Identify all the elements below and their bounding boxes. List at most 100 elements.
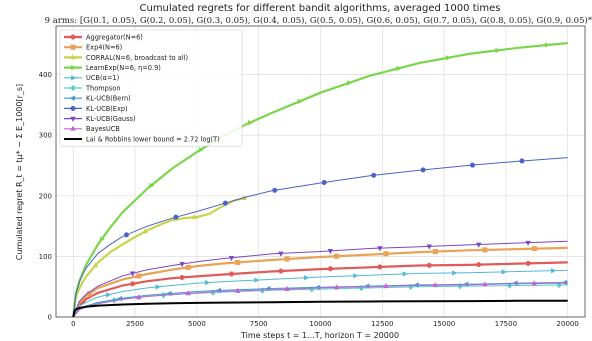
series-marker	[327, 249, 334, 255]
series-line	[72, 240, 568, 318]
series-marker	[501, 269, 507, 275]
legend-label: KL-UCB(Bern)	[86, 95, 131, 103]
x-axis-label: Time steps t = 1...T, horizon T = 20000	[240, 331, 399, 340]
series-marker	[179, 262, 185, 268]
plot-area-frame	[55, 25, 586, 318]
x-tick-label: 7500	[250, 320, 268, 328]
series-marker	[136, 273, 142, 279]
legend-item: Thompson	[64, 84, 121, 92]
axis-ticks: 0 2500 5000 7500 10000 12500 15000 17500 20000 0 1…	[39, 71, 579, 328]
series-marker	[179, 274, 185, 281]
legend-label: CORRAL(N=6, broadcast to all)	[86, 54, 188, 62]
series-7	[72, 157, 568, 318]
series-marker	[185, 290, 192, 296]
legend-label: LearnExp(N=6, η=0.9)	[86, 64, 161, 72]
series-marker	[334, 253, 340, 259]
legend-label: Exp4(N=6)	[86, 44, 122, 52]
legend-item: Aggregator(N=6)	[64, 33, 143, 41]
series-line	[72, 41, 568, 318]
series-line	[72, 281, 568, 318]
series-marker	[185, 264, 191, 270]
series-marker	[476, 262, 482, 268]
series-marker	[99, 236, 106, 242]
series-marker	[482, 281, 488, 287]
x-tick-label: 5000	[188, 320, 206, 328]
series-marker	[377, 264, 383, 270]
series-marker	[512, 280, 518, 286]
y-tick-label: 0	[48, 314, 52, 322]
series-marker	[173, 214, 179, 220]
series-marker	[123, 232, 130, 238]
series-marker	[396, 65, 402, 72]
series-marker	[519, 158, 525, 164]
series-marker	[556, 281, 562, 289]
series-8	[72, 240, 568, 318]
series-marker	[353, 272, 359, 279]
series-marker	[248, 119, 254, 126]
legend-item: LearnExp(N=6, η=0.9)	[64, 64, 161, 72]
series-marker	[531, 246, 537, 252]
x-tick-label: 17500	[495, 320, 517, 328]
legend-label: Thompson	[85, 84, 121, 92]
series-marker	[551, 267, 557, 274]
series-marker	[69, 95, 75, 101]
legend-item: UCB(α=1)	[64, 74, 119, 82]
series-marker	[402, 271, 408, 277]
x-tick-label: 10000	[309, 320, 331, 328]
series-marker	[525, 260, 531, 266]
series-marker	[71, 64, 77, 71]
series-marker	[155, 284, 161, 290]
series-marker	[70, 116, 76, 122]
series-marker	[531, 280, 538, 286]
y-tick-label: 200	[39, 192, 52, 200]
series-line	[72, 157, 568, 318]
series-marker	[469, 162, 476, 168]
series-marker	[228, 271, 235, 277]
series-marker	[92, 261, 99, 268]
series-marker	[561, 279, 568, 286]
legend-label: Lai & Robbins lower bound = 2.72 log(T)	[86, 135, 220, 143]
series-marker	[495, 47, 501, 54]
series-marker	[297, 98, 303, 105]
series-marker	[228, 255, 235, 262]
series-marker	[426, 262, 432, 268]
series-marker	[445, 55, 452, 61]
legend-item: CORRAL(N=6, broadcast to all)	[64, 54, 188, 62]
series-marker	[149, 182, 155, 189]
series-line	[72, 284, 568, 318]
legend-label: KL-UCB(Exp)	[86, 105, 128, 113]
y-tick-label: 300	[39, 132, 52, 140]
series-marker	[235, 259, 241, 266]
series-marker	[254, 277, 260, 283]
series-marker	[321, 179, 327, 186]
series-marker	[198, 147, 204, 153]
series-marker	[426, 244, 433, 250]
series-marker	[462, 281, 469, 288]
chart-subtitle: 9 arms: [G(0.1, 0.05), G(0.2, 0.05), G(0…	[45, 15, 592, 26]
y-tick-label: 400	[39, 71, 52, 79]
legend: Aggregator(N=6) Exp4(N=6) CORRAL(N=6, broa…	[59, 29, 243, 147]
series-marker	[142, 228, 148, 234]
series-marker	[70, 34, 76, 40]
series-marker	[525, 240, 531, 247]
series-marker	[278, 251, 284, 257]
series-marker	[130, 281, 136, 287]
series-marker	[333, 284, 340, 290]
series-marker	[204, 279, 211, 286]
series-marker	[432, 248, 438, 255]
series-marker	[544, 42, 551, 48]
series-marker	[284, 256, 290, 262]
series-marker	[482, 247, 488, 253]
series-marker	[347, 80, 353, 86]
series-marker	[272, 187, 278, 193]
series-marker	[371, 172, 377, 178]
series-marker	[222, 200, 228, 206]
series-marker	[70, 125, 76, 131]
series-3	[72, 41, 568, 318]
legend-item: Lai & Robbins lower bound = 2.72 log(T)	[64, 135, 220, 143]
series-marker	[129, 271, 136, 277]
series-marker	[71, 75, 77, 81]
series-marker	[314, 284, 320, 291]
x-tick-label: 12500	[371, 320, 393, 328]
